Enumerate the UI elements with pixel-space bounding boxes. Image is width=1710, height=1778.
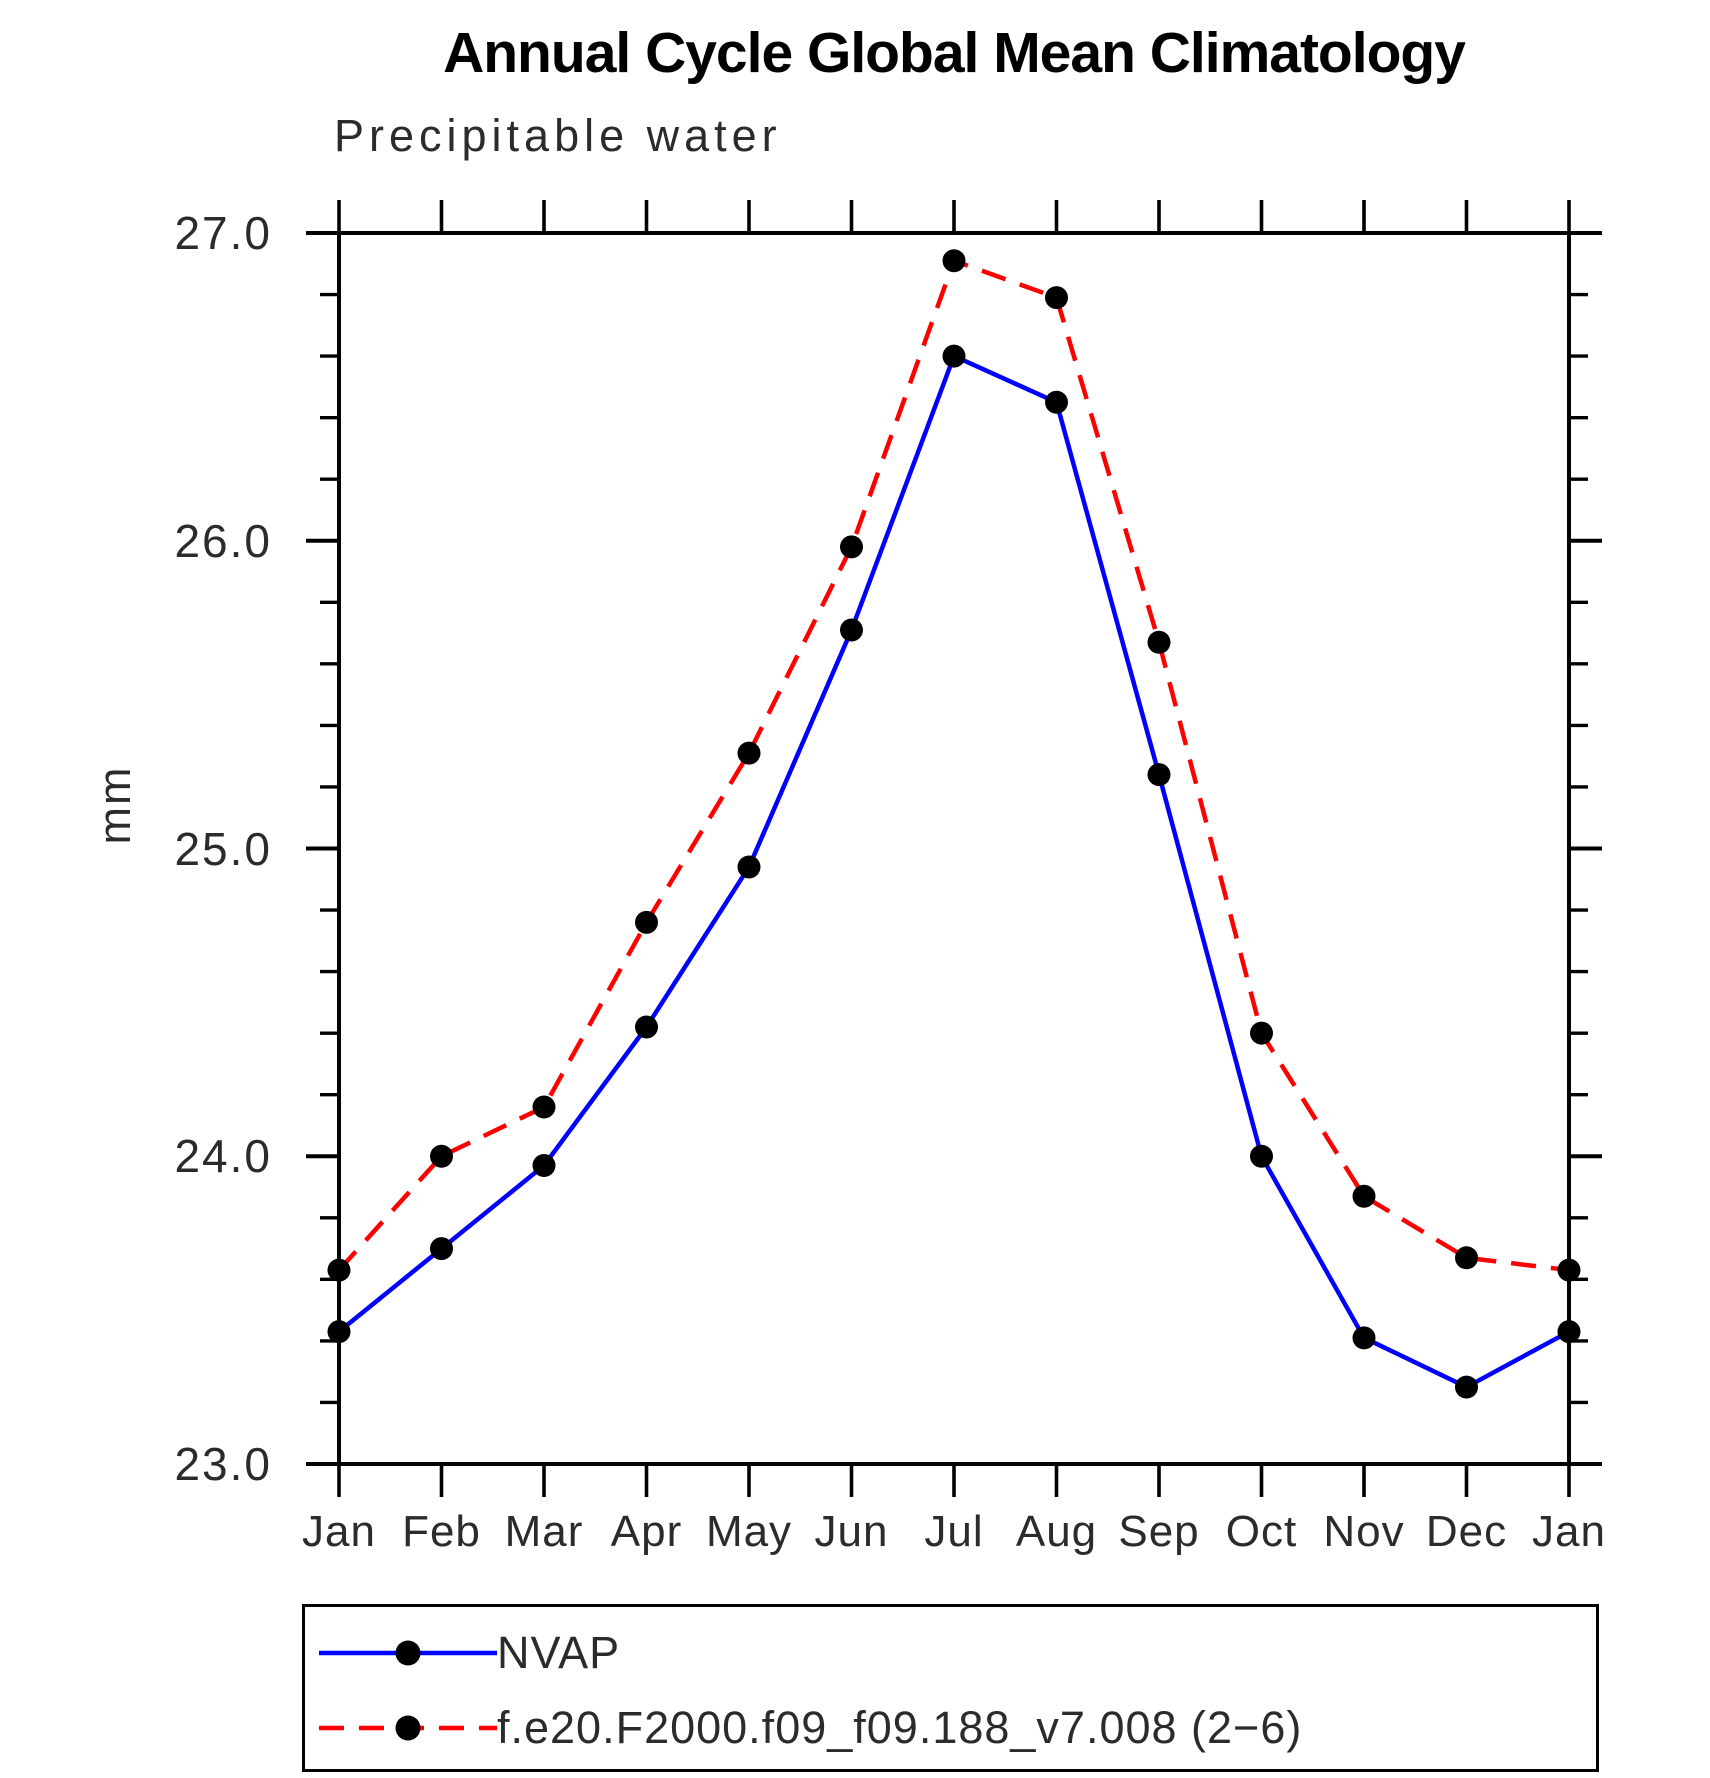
data-point-marker (942, 249, 966, 273)
legend-row-1: f.e20.F2000.f09_f09.188_v7.008 (2−6) (317, 1700, 1302, 1756)
y-tick-label: 25.0 (174, 822, 272, 875)
y-tick-label: 24.0 (174, 1130, 272, 1183)
data-point-marker (1352, 1326, 1376, 1350)
legend-label: f.e20.F2000.f09_f09.188_v7.008 (2−6) (497, 1702, 1303, 1753)
legend-line-sample (319, 1640, 497, 1666)
series-line-0 (337, 353, 1571, 1390)
data-point-marker (430, 1144, 453, 1168)
legend-row-0: NVAP (317, 1625, 620, 1681)
x-tick-label: Jan (302, 1507, 376, 1556)
legend-marker-icon (395, 1640, 421, 1666)
x-tick-label: Feb (402, 1507, 481, 1556)
x-tick-label: Jun (814, 1507, 889, 1556)
series-line-1 (337, 258, 1570, 1273)
legend-marker-icon (395, 1715, 421, 1741)
data-point-marker (1557, 1320, 1581, 1344)
data-point-marker (327, 1320, 351, 1344)
data-point-marker (635, 910, 658, 934)
data-point-marker (1250, 1021, 1273, 1045)
x-tick-label: Apr (610, 1507, 683, 1556)
x-tick-label: May (705, 1507, 793, 1556)
data-point-marker (840, 535, 863, 559)
data-point-marker (942, 344, 966, 368)
y-tick-label: 27.0 (174, 207, 272, 259)
data-point-marker (635, 1015, 658, 1039)
legend-box: NVAP f.e20.F2000.f09_f09.188_v7.008 (2−6) (302, 1604, 1599, 1772)
data-point-marker (1147, 763, 1171, 787)
x-tick-label: Dec (1425, 1507, 1508, 1556)
data-point-marker (1147, 630, 1171, 654)
legend-label: NVAP (497, 1627, 621, 1678)
data-point-marker (532, 1095, 556, 1119)
x-tick-label: Mar (504, 1507, 584, 1556)
x-tick-label: Jul (924, 1507, 984, 1556)
y-tick-label: 26.0 (174, 514, 272, 567)
data-point-marker (1045, 286, 1068, 310)
data-point-marker (1045, 390, 1068, 414)
data-point-marker (1557, 1258, 1581, 1282)
chart-subtitle: Precipitable water (334, 110, 782, 161)
data-point-marker (532, 1153, 556, 1177)
data-point-marker (737, 741, 761, 765)
plot-frame (337, 231, 1571, 1466)
legend-line-sample (319, 1715, 497, 1741)
data-point-marker (430, 1237, 453, 1261)
x-tick-label: Oct (1225, 1507, 1298, 1556)
x-tick-label: Sep (1118, 1507, 1200, 1556)
data-point-marker (1250, 1144, 1273, 1168)
data-point-marker (1352, 1184, 1376, 1208)
data-point-marker (737, 855, 761, 879)
x-tick-label: Jan (1532, 1507, 1606, 1556)
y-tick-label: 23.0 (174, 1438, 272, 1490)
data-point-marker (327, 1258, 351, 1282)
x-tick-label: Nov (1323, 1507, 1405, 1556)
chart-title: Annual Cycle Global Mean Climatology (443, 21, 1466, 85)
data-point-marker (1455, 1375, 1478, 1399)
data-point-marker (1455, 1246, 1478, 1270)
x-tick-label: Aug (1015, 1507, 1098, 1556)
data-point-marker (840, 618, 863, 642)
